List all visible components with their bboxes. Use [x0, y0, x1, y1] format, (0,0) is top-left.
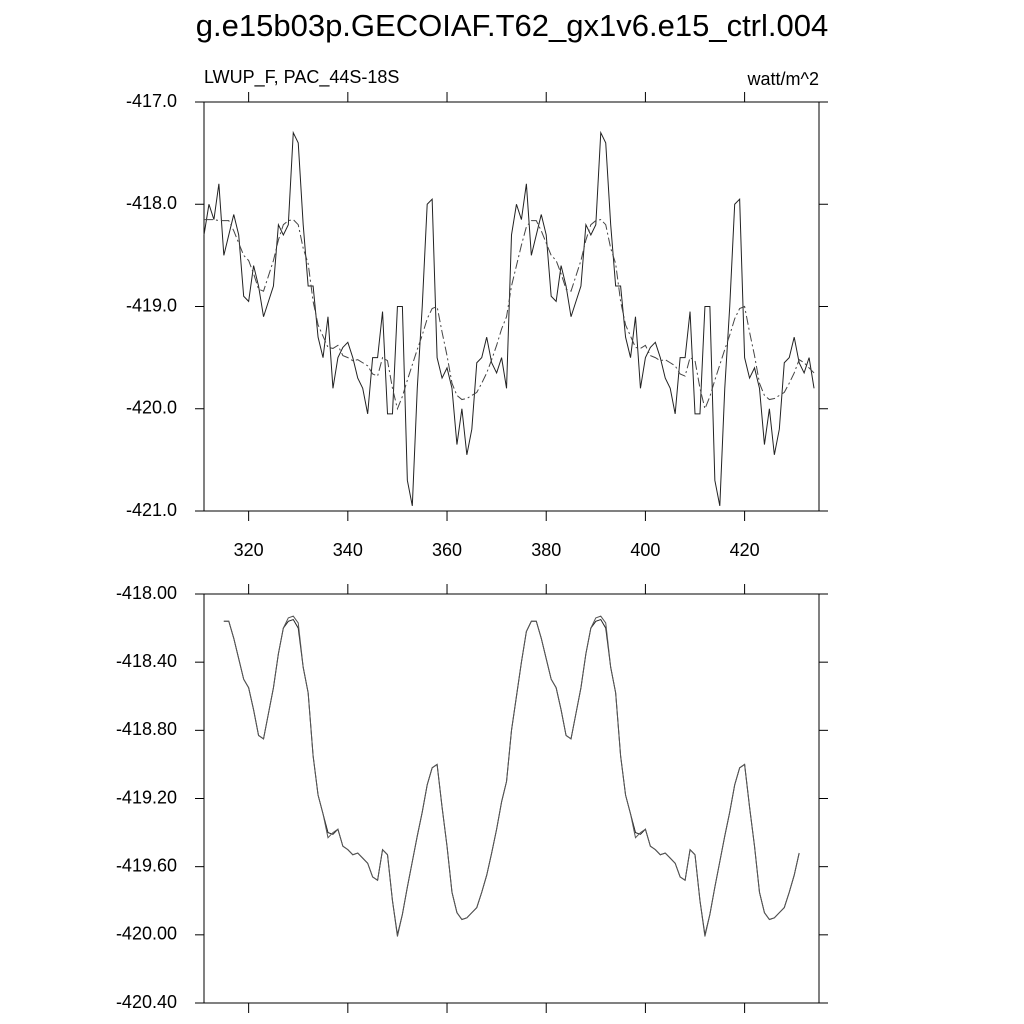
series-line: [223, 615, 800, 937]
subtitle: LWUP_F, PAC_44S-18S: [204, 67, 399, 88]
x-tick-label: 400: [630, 540, 660, 560]
series-line: [223, 618, 800, 935]
y-tick-label: -421.0: [126, 500, 177, 520]
x-tick-label: 360: [432, 540, 462, 560]
x-tick-label: 320: [234, 540, 264, 560]
y-tick-label: -419.60: [116, 855, 177, 875]
y-tick-label: -420.00: [116, 924, 177, 944]
y-tick-label: -419.20: [116, 787, 177, 807]
units: watt/m^2: [747, 69, 819, 89]
x-tick-label: 340: [333, 540, 363, 560]
x-tick-label: 380: [531, 540, 561, 560]
plot-frame: [203, 593, 820, 1004]
y-tick-label: -418.40: [116, 651, 177, 671]
y-tick-label: -418.0: [126, 193, 177, 213]
x-tick-label: 420: [730, 540, 760, 560]
main-title: g.e15b03p.GECOIAF.T62_gx1v6.e15_ctrl.004: [196, 8, 828, 43]
y-tick-label: -417.0: [126, 91, 177, 111]
y-tick-label: -420.0: [126, 398, 177, 418]
series-line: [204, 219, 815, 411]
plot-frame: [203, 101, 820, 512]
y-tick-label: -419.0: [126, 295, 177, 315]
y-tick-label: -420.40: [116, 992, 177, 1012]
series-line: [203, 130, 815, 506]
y-tick-label: -418.00: [116, 583, 177, 603]
y-tick-label: -418.80: [116, 719, 177, 739]
